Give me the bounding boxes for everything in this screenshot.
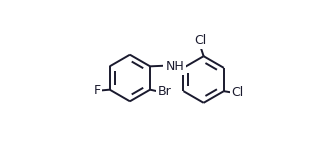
Text: F: F: [94, 84, 101, 97]
Text: Br: Br: [157, 85, 171, 98]
Text: NH: NH: [165, 60, 184, 73]
Text: Cl: Cl: [194, 34, 207, 47]
Text: Cl: Cl: [232, 86, 244, 99]
